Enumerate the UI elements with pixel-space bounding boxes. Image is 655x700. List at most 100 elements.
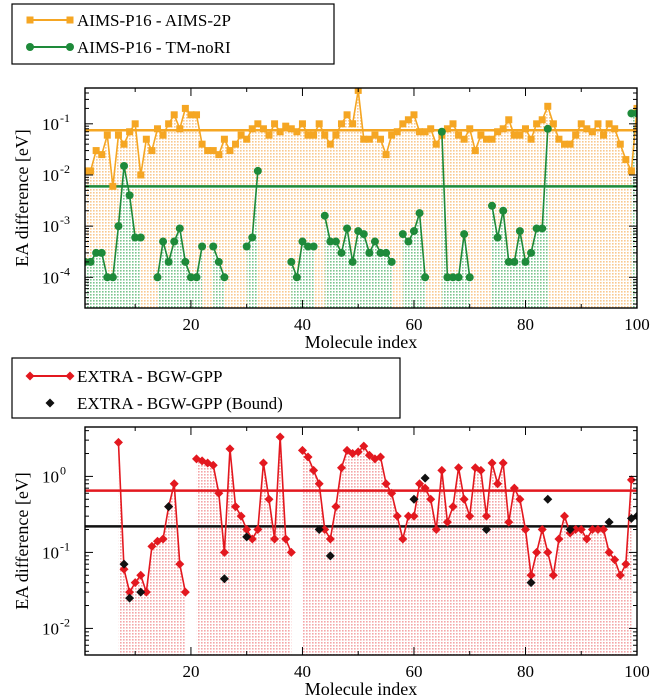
data-point <box>242 532 252 542</box>
data-point <box>85 167 89 175</box>
legend-item-extra-bgw-gpp-bound: EXTRA - BGW-GPP (Bound) <box>45 394 283 413</box>
data-point <box>310 131 318 139</box>
legend-box <box>11 357 401 419</box>
data-point <box>443 125 451 133</box>
data-point <box>120 161 129 170</box>
data-point <box>181 104 189 112</box>
data-point <box>481 511 491 521</box>
data-point <box>87 167 95 175</box>
y-tick-exponent: 0 <box>60 463 66 477</box>
data-point <box>572 131 580 139</box>
data-point <box>320 211 329 220</box>
data-point <box>137 171 145 179</box>
data-point <box>181 257 190 266</box>
data-point <box>264 494 274 504</box>
data-point <box>348 257 357 266</box>
data-point <box>175 224 184 233</box>
data-point <box>204 147 212 155</box>
data-point <box>510 131 518 139</box>
data-point <box>410 111 418 119</box>
data-point <box>532 547 542 557</box>
data-point <box>219 547 229 557</box>
data-point <box>103 131 111 139</box>
data-point <box>537 525 547 535</box>
legend-marker <box>66 43 74 51</box>
data-point <box>97 248 106 257</box>
data-point <box>125 191 134 200</box>
data-point <box>399 120 407 128</box>
data-point <box>164 257 173 266</box>
series-area <box>402 213 426 308</box>
data-point <box>403 511 413 521</box>
data-point <box>554 534 564 544</box>
data-point <box>282 122 290 130</box>
plot-area <box>85 88 637 308</box>
data-point <box>482 135 490 143</box>
x-tick-label: 60 <box>405 662 422 681</box>
data-point <box>543 547 553 557</box>
data-point <box>360 135 368 143</box>
data-point <box>209 147 217 155</box>
data-point <box>304 131 312 139</box>
data-point <box>600 131 608 139</box>
data-point <box>114 131 122 139</box>
plot-frame <box>84 87 638 309</box>
x-tick-label: 60 <box>405 315 422 334</box>
data-point <box>336 463 346 473</box>
data-point <box>232 140 240 148</box>
data-point <box>426 494 436 504</box>
data-point <box>187 111 195 119</box>
data-point <box>180 587 190 597</box>
data-point <box>493 233 502 242</box>
legend-label: EXTRA - BGW-GPP (Bound) <box>77 394 283 413</box>
data-point <box>488 201 497 210</box>
data-point <box>136 587 146 597</box>
data-point <box>459 494 469 504</box>
data-point <box>420 473 430 483</box>
data-point <box>505 116 513 124</box>
data-point <box>131 120 139 128</box>
data-point <box>108 273 117 282</box>
data-point <box>466 125 474 133</box>
data-point <box>532 224 541 233</box>
legend-item-extra-bgw-gpp: EXTRA - BGW-GPP <box>25 367 222 386</box>
data-point <box>169 479 179 489</box>
data-point <box>159 131 167 139</box>
data-point <box>337 248 346 257</box>
data-point <box>130 578 140 588</box>
series-area <box>291 241 314 308</box>
data-point <box>86 257 95 266</box>
data-point <box>325 534 335 544</box>
data-point <box>398 230 407 239</box>
data-point <box>549 120 557 128</box>
data-point <box>604 517 614 527</box>
data-point <box>527 248 536 257</box>
data-point <box>364 450 374 460</box>
data-point <box>153 125 161 133</box>
data-point <box>471 147 479 155</box>
data-point <box>359 230 368 239</box>
y-tick-label: 10 <box>42 543 59 562</box>
y-tick-label: 10 <box>42 166 59 185</box>
x-tick-label: 100 <box>624 315 650 334</box>
data-point <box>147 541 157 551</box>
data-point <box>387 488 397 498</box>
data-point <box>454 463 464 473</box>
legend-marker <box>26 16 34 24</box>
y-tick-label: 10 <box>42 115 59 134</box>
data-point <box>571 525 581 535</box>
series-area <box>302 446 632 655</box>
data-point <box>577 120 585 128</box>
data-point <box>516 131 524 139</box>
data-point <box>515 227 524 236</box>
data-point <box>331 502 341 512</box>
data-point <box>125 587 135 597</box>
data-point <box>432 140 440 148</box>
data-point <box>237 131 245 139</box>
data-point <box>533 120 541 128</box>
y-tick-exponent: -2 <box>60 615 70 629</box>
data-point <box>548 570 558 580</box>
legend-box <box>11 3 335 65</box>
